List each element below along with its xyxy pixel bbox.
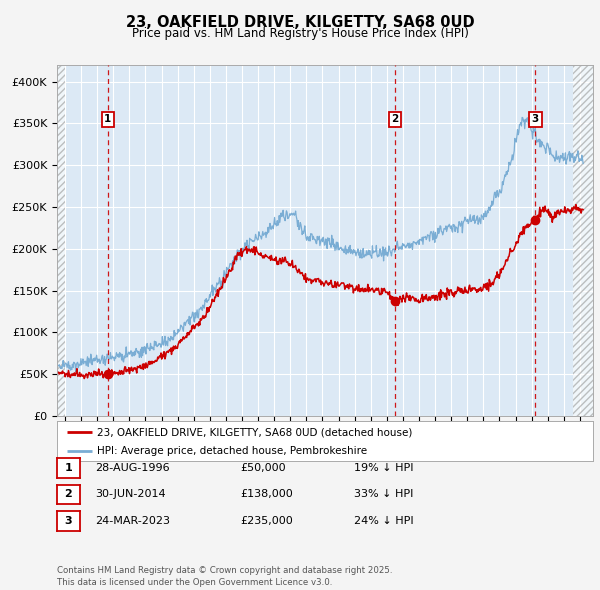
Text: 24-MAR-2023: 24-MAR-2023 — [95, 516, 170, 526]
Text: 30-JUN-2014: 30-JUN-2014 — [95, 490, 166, 499]
Text: Price paid vs. HM Land Registry's House Price Index (HPI): Price paid vs. HM Land Registry's House … — [131, 27, 469, 40]
Text: £138,000: £138,000 — [240, 490, 293, 499]
Text: 1: 1 — [65, 463, 72, 473]
Text: 2: 2 — [391, 114, 398, 124]
Text: 23, OAKFIELD DRIVE, KILGETTY, SA68 0UD (detached house): 23, OAKFIELD DRIVE, KILGETTY, SA68 0UD (… — [97, 427, 413, 437]
Text: Contains HM Land Registry data © Crown copyright and database right 2025.
This d: Contains HM Land Registry data © Crown c… — [57, 566, 392, 587]
Text: 28-AUG-1996: 28-AUG-1996 — [95, 463, 169, 473]
Text: £50,000: £50,000 — [240, 463, 286, 473]
Text: 1: 1 — [104, 114, 112, 124]
Text: 23, OAKFIELD DRIVE, KILGETTY, SA68 0UD: 23, OAKFIELD DRIVE, KILGETTY, SA68 0UD — [125, 15, 475, 30]
Text: HPI: Average price, detached house, Pembrokeshire: HPI: Average price, detached house, Pemb… — [97, 445, 367, 455]
Text: 3: 3 — [65, 516, 72, 526]
Text: 19% ↓ HPI: 19% ↓ HPI — [354, 463, 413, 473]
Text: 3: 3 — [532, 114, 539, 124]
Text: 2: 2 — [65, 490, 72, 499]
Text: £235,000: £235,000 — [240, 516, 293, 526]
Bar — [57, 65, 65, 416]
Text: 33% ↓ HPI: 33% ↓ HPI — [354, 490, 413, 499]
Text: 24% ↓ HPI: 24% ↓ HPI — [354, 516, 413, 526]
Bar — [574, 65, 593, 416]
